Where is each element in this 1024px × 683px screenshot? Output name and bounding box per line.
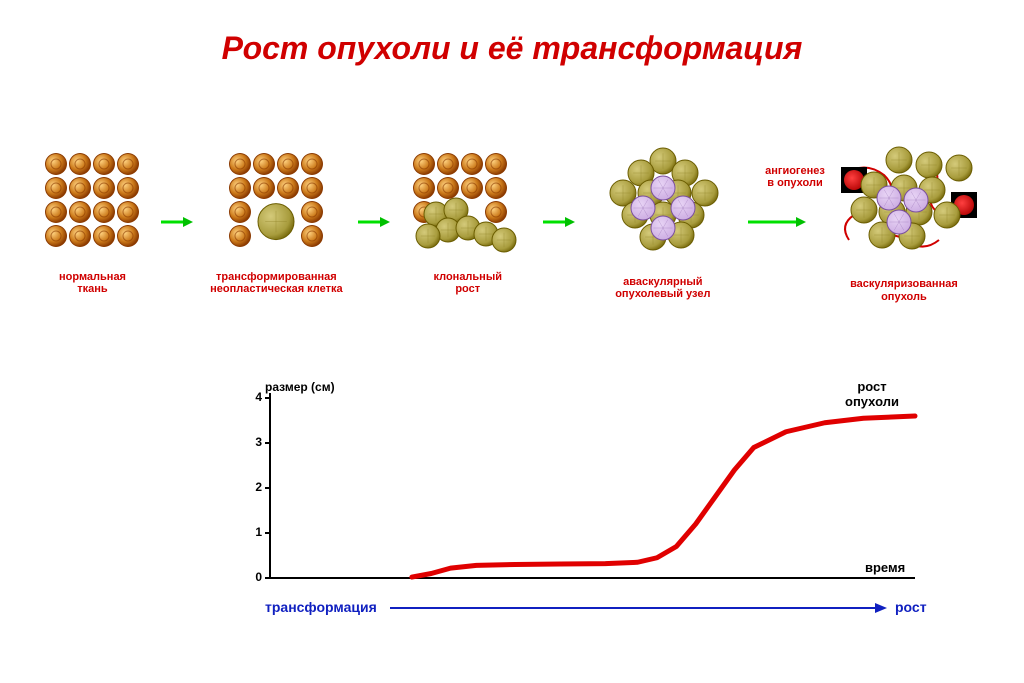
arrow-icon: [543, 215, 577, 229]
ytick-label: 2: [242, 480, 262, 494]
arrow-icon: [748, 215, 808, 229]
yaxis-title: размер (см): [265, 380, 335, 394]
stage-vascular: васкуляризованнаяопухоль: [824, 140, 984, 303]
stage-normal: нормальнаяткань: [40, 148, 145, 296]
stage-clonal: клональныйрост: [408, 148, 528, 296]
stages-row: нормальнаяткань трансформированнаянеопла…: [40, 140, 984, 303]
cells-clonal: [408, 148, 528, 253]
cells-avascular: [593, 143, 733, 258]
stage-label: аваскулярныйопухолевый узел: [615, 276, 710, 301]
bottom-right-label: рост: [895, 599, 927, 615]
growth-chart: размер (см) 0 1 2 3 4 ростопухоли время трансфор…: [225, 380, 925, 650]
ytick-label: 4: [242, 390, 262, 404]
ytick-label: 0: [242, 570, 262, 584]
bottom-left-label: трансформация: [265, 599, 377, 615]
title-text: Рост опухоли и её трансформация: [222, 30, 803, 66]
xaxis-label: время: [865, 560, 905, 575]
arrow-icon: [161, 215, 195, 229]
arrow-icon: [358, 215, 392, 229]
cells-normal: [40, 148, 145, 253]
stage-label: васкуляризованнаяопухоль: [850, 278, 958, 303]
cells-vascular: [824, 140, 984, 260]
ytick-label: 3: [242, 435, 262, 449]
stage-label: нормальнаяткань: [59, 271, 126, 296]
curve-label: ростопухоли: [845, 380, 899, 410]
page-title: Рост опухоли и её трансформация: [0, 30, 1024, 67]
ytick-label: 1: [242, 525, 262, 539]
angiogenesis-label: ангиогенезв опухоли: [755, 165, 835, 189]
stage-label: трансформированнаянеопластическая клетка: [210, 271, 343, 296]
stage-label: клональныйрост: [433, 271, 502, 296]
stage-avascular: аваскулярныйопухолевый узел: [593, 143, 733, 301]
stage-transformed: трансформированнаянеопластическая клетка: [210, 148, 343, 296]
cells-transformed: [224, 148, 329, 253]
